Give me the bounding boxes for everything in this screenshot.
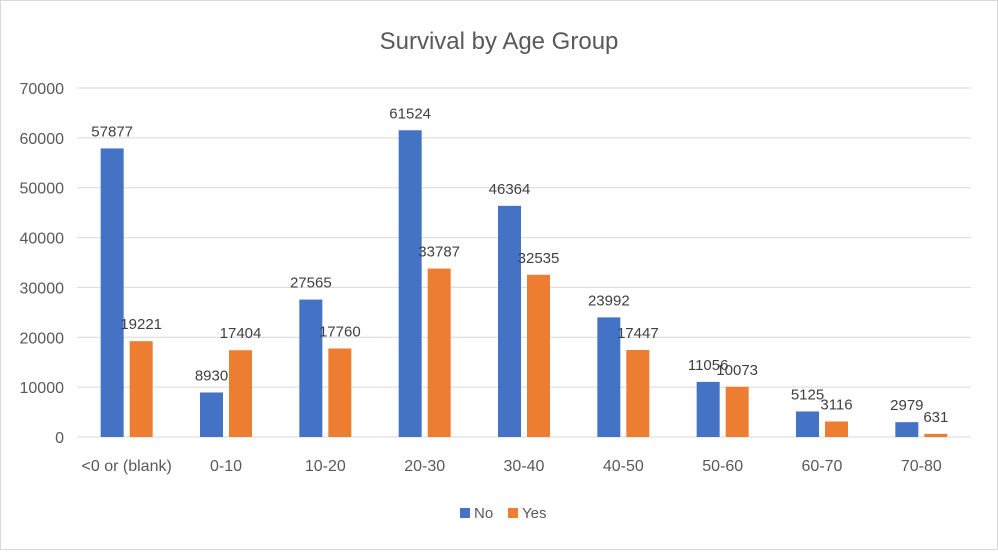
- bars: [100, 130, 948, 437]
- x-category-label: 0-10: [210, 458, 242, 475]
- y-tick-label: 30000: [20, 280, 65, 297]
- y-tick-label: 0: [55, 430, 64, 447]
- data-label-yes: 33787: [418, 244, 460, 261]
- bar-yes: [427, 268, 451, 437]
- bar-no: [498, 205, 521, 437]
- y-tick-label: 20000: [20, 330, 65, 347]
- data-label-no: 46364: [489, 181, 531, 198]
- data-label-yes: 3116: [820, 396, 852, 413]
- y-tick-label: 70000: [20, 81, 65, 98]
- gridlines: [77, 87, 971, 438]
- bar-no: [895, 422, 919, 437]
- y-axis-ticks: 0 10000 20000 30000 40000 50000 60000 70000: [20, 81, 65, 447]
- data-label-no: 61524: [389, 105, 431, 122]
- legend-label-no: No: [474, 505, 493, 522]
- bar-no: [796, 411, 819, 437]
- data-label-no: 27565: [290, 275, 332, 292]
- data-label-no: 11056: [688, 357, 729, 374]
- bar-yes: [626, 350, 650, 437]
- x-category-label: 60-70: [802, 458, 843, 475]
- bar-no: [100, 148, 124, 437]
- x-category-label: <0 or (blank): [82, 458, 172, 475]
- data-label-no: 23992: [588, 292, 630, 309]
- data-label-no: 2979: [890, 397, 923, 414]
- data-label-yes: 10073: [716, 362, 758, 379]
- data-label-yes: 32535: [518, 250, 560, 267]
- bar-no: [597, 317, 621, 437]
- legend: No Yes: [460, 505, 546, 522]
- bar-yes: [129, 341, 153, 437]
- bar-yes: [229, 350, 252, 437]
- bar-no: [398, 130, 422, 437]
- bar-yes: [924, 433, 948, 437]
- bar-no: [299, 299, 323, 437]
- data-label-no: 5125: [791, 386, 824, 403]
- bar-yes: [825, 421, 848, 437]
- bar-no: [696, 381, 720, 437]
- data-labels: 57877 19221 8930 17404 27565 17760 61524 33787 4…: [91, 105, 948, 426]
- data-label-yes: 17447: [617, 325, 659, 342]
- x-category-label: 40-50: [603, 458, 644, 475]
- data-label-yes: 19221: [120, 316, 162, 333]
- data-label-yes: 17404: [220, 325, 262, 342]
- legend-swatch-no: [460, 508, 470, 518]
- x-category-label: 50-60: [702, 458, 743, 475]
- y-tick-label: 50000: [20, 181, 65, 198]
- bar-yes: [328, 348, 352, 437]
- bar-yes: [725, 386, 749, 437]
- data-label-no: 8930: [195, 367, 228, 384]
- bar-no: [200, 392, 223, 437]
- y-tick-label: 40000: [20, 231, 65, 248]
- legend-label-yes: Yes: [522, 505, 546, 522]
- data-label-yes: 17760: [319, 323, 361, 340]
- y-tick-label: 10000: [20, 380, 65, 397]
- x-category-label: 10-20: [305, 458, 346, 475]
- x-category-label: 30-40: [504, 458, 545, 475]
- legend-swatch-yes: [508, 508, 518, 518]
- bar-yes: [527, 274, 550, 437]
- y-tick-label: 60000: [20, 131, 65, 148]
- x-category-label: 20-30: [404, 458, 445, 475]
- x-category-label: 70-80: [901, 458, 942, 475]
- chart-title: Survival by Age Group: [380, 28, 619, 55]
- data-label-no: 57877: [91, 123, 133, 140]
- x-axis-categories: <0 or (blank) 0-10 10-20 20-30 30-40 40-50 50-…: [82, 458, 942, 475]
- data-label-yes: 631: [923, 409, 948, 426]
